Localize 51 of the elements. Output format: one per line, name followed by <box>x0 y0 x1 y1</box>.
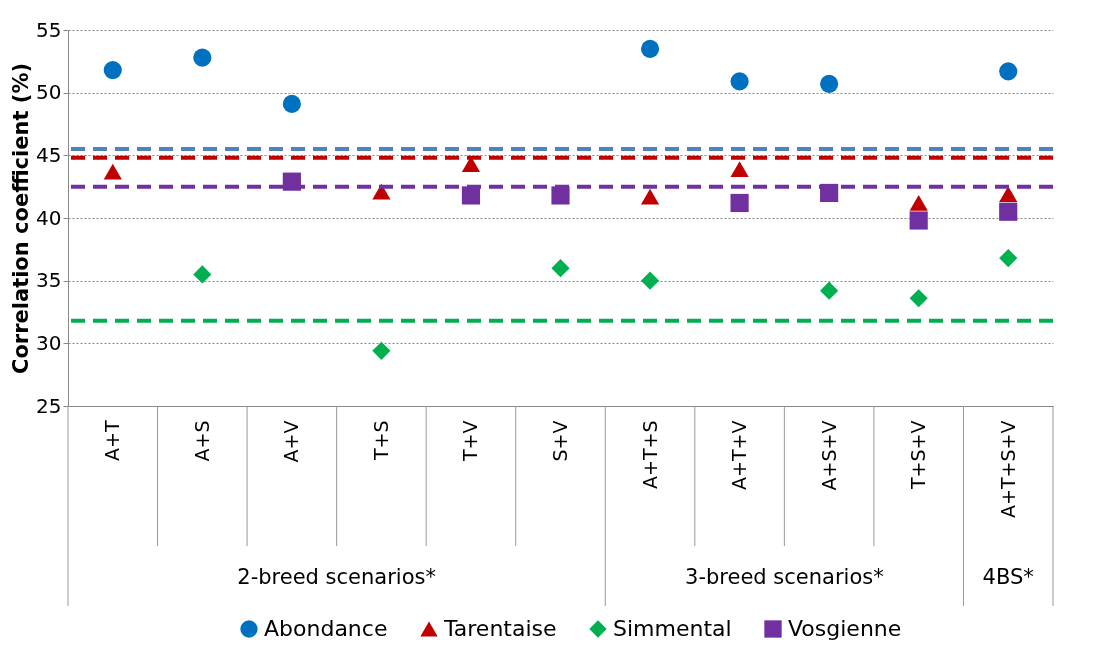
point <box>999 202 1018 221</box>
point <box>193 48 212 67</box>
x-tick-label: A+T+S+V <box>996 420 1019 518</box>
legend-label: Abondance <box>264 616 388 641</box>
point <box>372 341 391 360</box>
point <box>999 62 1018 81</box>
point <box>372 183 391 200</box>
x-tick-label: T+S+V <box>907 420 930 491</box>
point <box>909 289 928 308</box>
legend-label: Tarentaise <box>443 616 557 641</box>
point <box>640 188 660 205</box>
text: 2-breed scenarios* <box>237 565 436 589</box>
x-tick-label: T+V <box>459 420 482 463</box>
y-tick-label: 40 <box>36 205 62 230</box>
point <box>820 281 839 300</box>
point <box>103 61 122 80</box>
x-tick-label: A+T+V <box>728 420 751 490</box>
legend-label: Vosgienne <box>788 616 902 641</box>
point <box>551 186 570 205</box>
point <box>999 186 1018 203</box>
y-axis-title: Correlation coefficient (%) <box>9 62 34 375</box>
x-tick-label: T+S <box>369 420 392 462</box>
point <box>640 39 660 58</box>
point <box>640 271 660 290</box>
point <box>461 186 481 205</box>
point <box>730 193 749 213</box>
point <box>551 259 570 278</box>
x-tick-label: A+T <box>101 420 124 462</box>
x-tick-label: A+V <box>280 420 303 463</box>
y-tick-label: 35 <box>36 268 62 293</box>
point <box>909 211 928 230</box>
point <box>999 249 1018 268</box>
x-tick-label: A+S+V <box>817 420 840 491</box>
y-tick-label: 50 <box>36 80 62 105</box>
point <box>820 74 839 93</box>
x-tick-label: S+V <box>549 420 571 462</box>
legend-label: Simmental <box>613 616 732 641</box>
point <box>193 265 212 284</box>
point <box>730 72 749 91</box>
y-tick-label: 45 <box>36 142 62 167</box>
point <box>909 195 928 211</box>
point <box>730 161 749 177</box>
text: 3-breed scenarios* <box>685 565 884 589</box>
x-tick-label: A+S <box>190 420 213 462</box>
x-tick-label: A+T+S <box>638 420 661 490</box>
point <box>103 163 122 180</box>
text: 4BS* <box>982 565 1034 589</box>
y-tick-label: 30 <box>36 330 62 355</box>
y-tick-label: 25 <box>36 393 62 418</box>
point <box>282 94 301 114</box>
y-tick-label: 55 <box>36 17 62 42</box>
